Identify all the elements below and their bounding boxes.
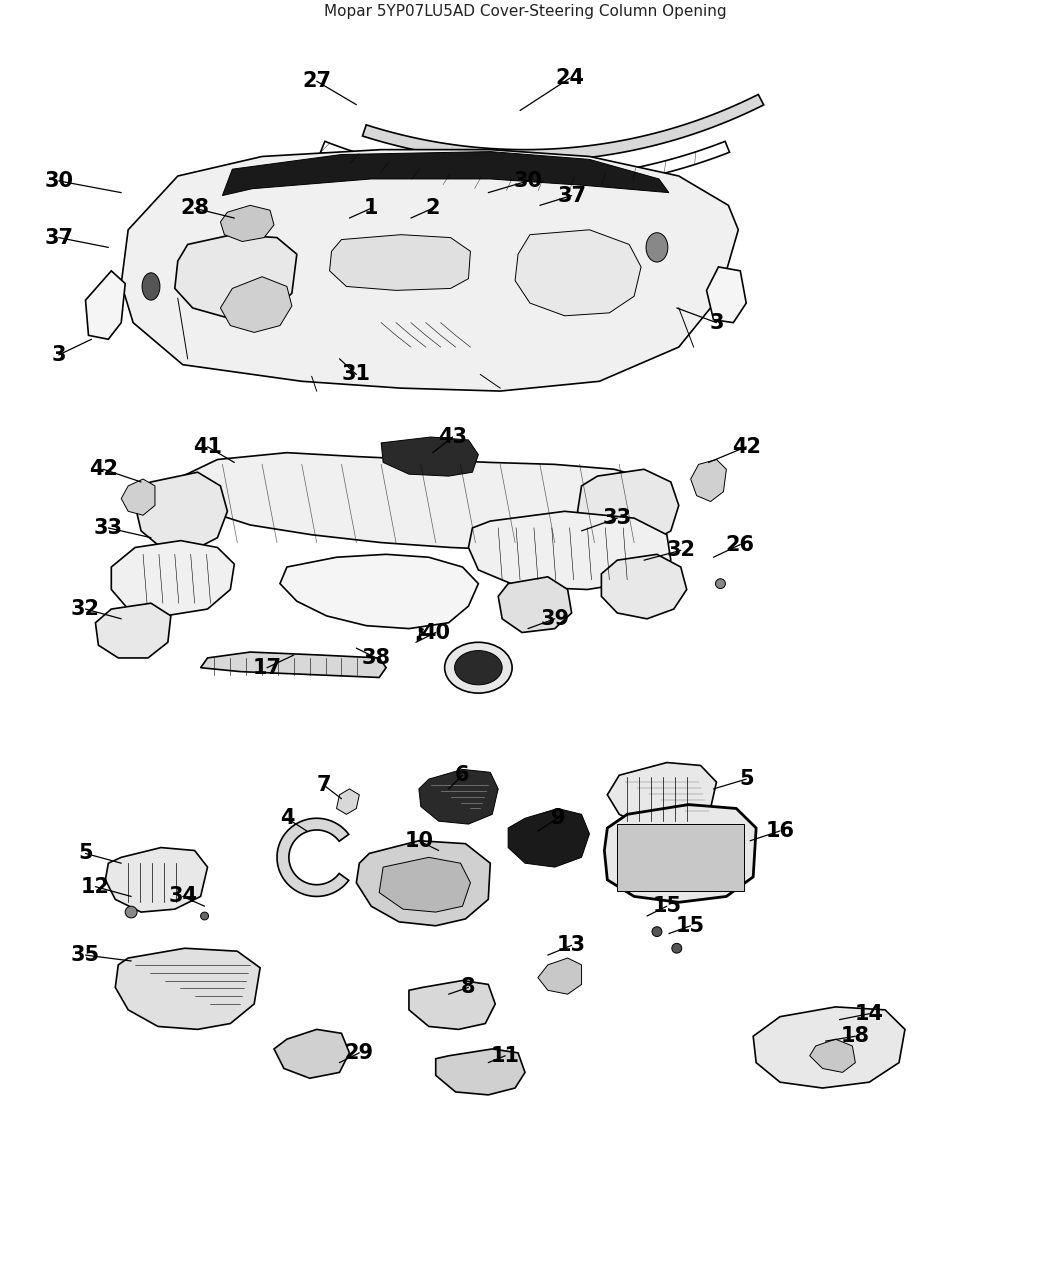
Text: 37: 37 <box>558 186 586 205</box>
Text: 3: 3 <box>51 346 66 365</box>
Text: 33: 33 <box>603 509 632 528</box>
Polygon shape <box>135 472 228 551</box>
Polygon shape <box>578 469 678 547</box>
Text: 32: 32 <box>667 541 695 561</box>
Polygon shape <box>607 762 716 827</box>
Circle shape <box>201 912 209 919</box>
Text: 42: 42 <box>732 437 761 456</box>
Polygon shape <box>602 555 687 618</box>
Text: 40: 40 <box>421 622 450 643</box>
Polygon shape <box>201 652 386 677</box>
Text: 27: 27 <box>302 71 331 92</box>
Polygon shape <box>121 149 738 391</box>
Text: 34: 34 <box>168 886 197 907</box>
Polygon shape <box>274 1029 350 1079</box>
Text: 14: 14 <box>855 1003 884 1024</box>
Text: 17: 17 <box>253 658 281 678</box>
Circle shape <box>672 944 681 954</box>
Polygon shape <box>508 808 589 867</box>
Text: 41: 41 <box>193 437 222 456</box>
Text: 8: 8 <box>461 978 476 997</box>
Polygon shape <box>277 819 349 896</box>
Polygon shape <box>691 459 727 501</box>
Polygon shape <box>753 1007 905 1088</box>
Circle shape <box>715 579 726 589</box>
Text: 18: 18 <box>841 1026 869 1047</box>
Text: 29: 29 <box>344 1043 374 1063</box>
Polygon shape <box>105 848 208 912</box>
Polygon shape <box>223 152 669 195</box>
Polygon shape <box>498 576 571 632</box>
Polygon shape <box>419 769 498 824</box>
Text: 11: 11 <box>490 1046 520 1066</box>
Ellipse shape <box>455 650 502 685</box>
Polygon shape <box>336 789 359 815</box>
Text: 28: 28 <box>181 199 209 218</box>
Text: 5: 5 <box>739 769 754 789</box>
Text: 3: 3 <box>709 312 723 333</box>
Polygon shape <box>707 266 747 323</box>
Bar <box>617 824 744 890</box>
Text: 42: 42 <box>89 459 118 479</box>
Title: Mopar 5YP07LU5AD Cover-Steering Column Opening: Mopar 5YP07LU5AD Cover-Steering Column O… <box>323 4 727 19</box>
Ellipse shape <box>142 273 160 300</box>
Polygon shape <box>356 840 490 926</box>
Text: 43: 43 <box>438 427 467 448</box>
Ellipse shape <box>646 233 668 263</box>
Polygon shape <box>605 805 756 903</box>
Polygon shape <box>538 958 582 994</box>
Polygon shape <box>379 857 470 912</box>
Ellipse shape <box>444 643 512 694</box>
Polygon shape <box>174 235 297 317</box>
Polygon shape <box>330 235 470 291</box>
Text: 12: 12 <box>81 877 110 896</box>
Text: 32: 32 <box>71 599 100 620</box>
Text: 1: 1 <box>364 199 378 218</box>
Polygon shape <box>121 479 155 515</box>
Polygon shape <box>516 230 642 316</box>
Polygon shape <box>362 94 763 162</box>
Polygon shape <box>436 1049 525 1095</box>
Circle shape <box>652 927 662 937</box>
Text: 30: 30 <box>513 171 543 191</box>
Text: 24: 24 <box>555 69 584 88</box>
Text: 9: 9 <box>550 808 565 829</box>
Polygon shape <box>220 205 274 241</box>
Text: 30: 30 <box>44 171 74 191</box>
Circle shape <box>125 907 138 918</box>
Text: 15: 15 <box>652 896 681 917</box>
Polygon shape <box>96 603 171 658</box>
Text: 10: 10 <box>404 831 434 850</box>
Text: 5: 5 <box>78 844 92 863</box>
Polygon shape <box>183 453 677 551</box>
Text: 13: 13 <box>558 936 586 955</box>
Text: 15: 15 <box>676 915 706 936</box>
Polygon shape <box>280 555 479 629</box>
Polygon shape <box>381 437 479 476</box>
Text: 7: 7 <box>316 775 331 796</box>
Text: 2: 2 <box>425 199 440 218</box>
Text: 6: 6 <box>456 765 469 785</box>
Polygon shape <box>408 980 496 1029</box>
Polygon shape <box>116 949 260 1029</box>
Text: 35: 35 <box>71 945 100 965</box>
Text: 31: 31 <box>342 365 371 385</box>
Text: 39: 39 <box>540 609 569 629</box>
Text: 16: 16 <box>765 821 795 842</box>
Polygon shape <box>468 511 671 589</box>
Polygon shape <box>111 541 234 616</box>
Text: 4: 4 <box>279 808 294 829</box>
Text: 33: 33 <box>93 518 123 538</box>
Text: 37: 37 <box>44 228 74 247</box>
Text: 38: 38 <box>361 648 391 668</box>
Polygon shape <box>220 277 292 333</box>
Polygon shape <box>810 1039 856 1072</box>
Polygon shape <box>85 270 125 339</box>
Text: 26: 26 <box>726 534 755 555</box>
